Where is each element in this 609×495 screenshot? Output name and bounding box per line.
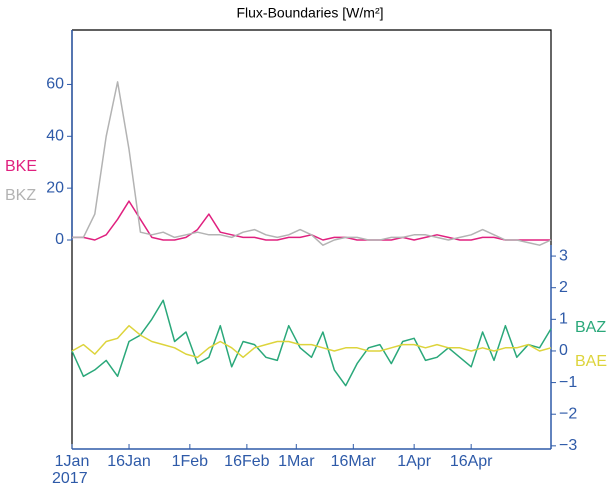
y2-tick-label: 1 [559,311,568,328]
x-tick-label: 1Jan [55,453,90,470]
y2-tick-label: 2 [559,279,568,296]
legend-label: BAZ [575,319,606,336]
legend-label: BKE [5,158,37,175]
y-tick-label: 20 [46,179,64,196]
y2-tick-label: −2 [559,405,577,422]
y2-tick-label: −1 [559,374,577,391]
x-tick-label: 16Apr [450,453,493,470]
y-tick-label: 60 [46,76,64,93]
x-tick-label: 16Mar [331,453,377,470]
series-line [72,81,552,246]
legend-label: BKZ [5,187,36,204]
y2-tick-label: 3 [559,247,568,264]
series-line [71,299,552,387]
legend-label: BAE [575,353,607,370]
x-tick-label: 16Feb [224,453,269,470]
chart-title: Flux-Boundaries [W/m²] [236,5,383,21]
x-tick-label: 1Feb [172,453,209,470]
x-tick-label: 1Mar [278,453,315,470]
frame [72,29,552,245]
x-tick-label: 16Jan [107,453,151,470]
y2-tick-label: −3 [559,437,577,454]
y-tick-label: 40 [46,128,64,145]
x-tick-label: 1Apr [397,453,431,470]
y-tick-label: 0 [55,231,64,248]
series-line [71,324,552,359]
y2-tick-label: 0 [559,342,568,359]
x-sublabel: 2017 [52,470,88,487]
